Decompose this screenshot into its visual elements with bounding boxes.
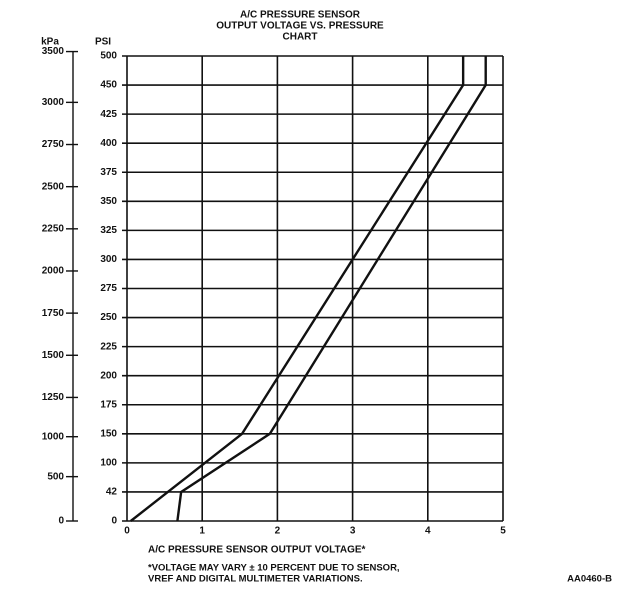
y2-tick-label: 1750 bbox=[42, 308, 65, 319]
y2-tick-label: 2750 bbox=[42, 139, 65, 150]
y-tick-label: 350 bbox=[100, 196, 117, 207]
chart-title: OUTPUT VOLTAGE VS. PRESSURE bbox=[216, 21, 384, 32]
y-tick-label: 175 bbox=[100, 399, 117, 410]
y-tick-label: 100 bbox=[100, 458, 117, 469]
y2-axis-label: kPa bbox=[41, 37, 59, 48]
x-tick-label: 4 bbox=[425, 526, 431, 537]
y2-tick-label: 1500 bbox=[42, 350, 65, 361]
y-tick-label: 300 bbox=[100, 254, 117, 265]
y-tick-label: 250 bbox=[100, 312, 117, 323]
x-tick-label: 5 bbox=[500, 526, 506, 537]
x-tick-label: 0 bbox=[124, 526, 130, 537]
y2-tick-label: 3000 bbox=[42, 97, 65, 108]
y-axis-label: PSI bbox=[95, 37, 111, 48]
y-tick-label: 225 bbox=[100, 341, 117, 352]
y2-tick-label: 500 bbox=[47, 471, 64, 482]
footnote: *VOLTAGE MAY VARY ± 10 PERCENT DUE TO SE… bbox=[148, 563, 400, 574]
y-tick-label: 325 bbox=[100, 225, 117, 236]
y-tick-label: 450 bbox=[100, 80, 117, 91]
y2-tick-label: 1250 bbox=[42, 392, 65, 403]
x-tick-label: 1 bbox=[199, 526, 205, 537]
x-tick-label: 2 bbox=[275, 526, 281, 537]
y-tick-label: 0 bbox=[111, 516, 117, 527]
y2-tick-label: 0 bbox=[58, 516, 64, 527]
y2-tick-label: 2500 bbox=[42, 181, 65, 192]
chart-title: A/C PRESSURE SENSOR bbox=[240, 10, 361, 21]
figure-code: AA0460-B bbox=[567, 574, 612, 585]
y-tick-label: 425 bbox=[100, 109, 117, 120]
y-tick-label: 42 bbox=[106, 487, 118, 498]
footnote: VREF AND DIGITAL MULTIMETER VARIATIONS. bbox=[148, 574, 363, 585]
y-tick-label: 400 bbox=[100, 138, 117, 149]
chart-title: CHART bbox=[283, 32, 318, 43]
y-tick-label: 375 bbox=[100, 167, 117, 178]
y-tick-label: 200 bbox=[100, 370, 117, 381]
y-tick-label: 150 bbox=[100, 428, 117, 439]
y2-tick-label: 1000 bbox=[42, 431, 65, 442]
series-line bbox=[130, 56, 465, 522]
y2-tick-label: 2000 bbox=[42, 266, 65, 277]
y-tick-label: 500 bbox=[100, 51, 117, 62]
y2-tick-label: 3500 bbox=[42, 46, 65, 57]
series-line bbox=[176, 56, 487, 522]
x-axis-label: A/C PRESSURE SENSOR OUTPUT VOLTAGE* bbox=[148, 545, 366, 556]
x-tick-label: 3 bbox=[350, 526, 356, 537]
y-tick-label: 275 bbox=[100, 283, 117, 294]
y2-tick-label: 2250 bbox=[42, 223, 65, 234]
